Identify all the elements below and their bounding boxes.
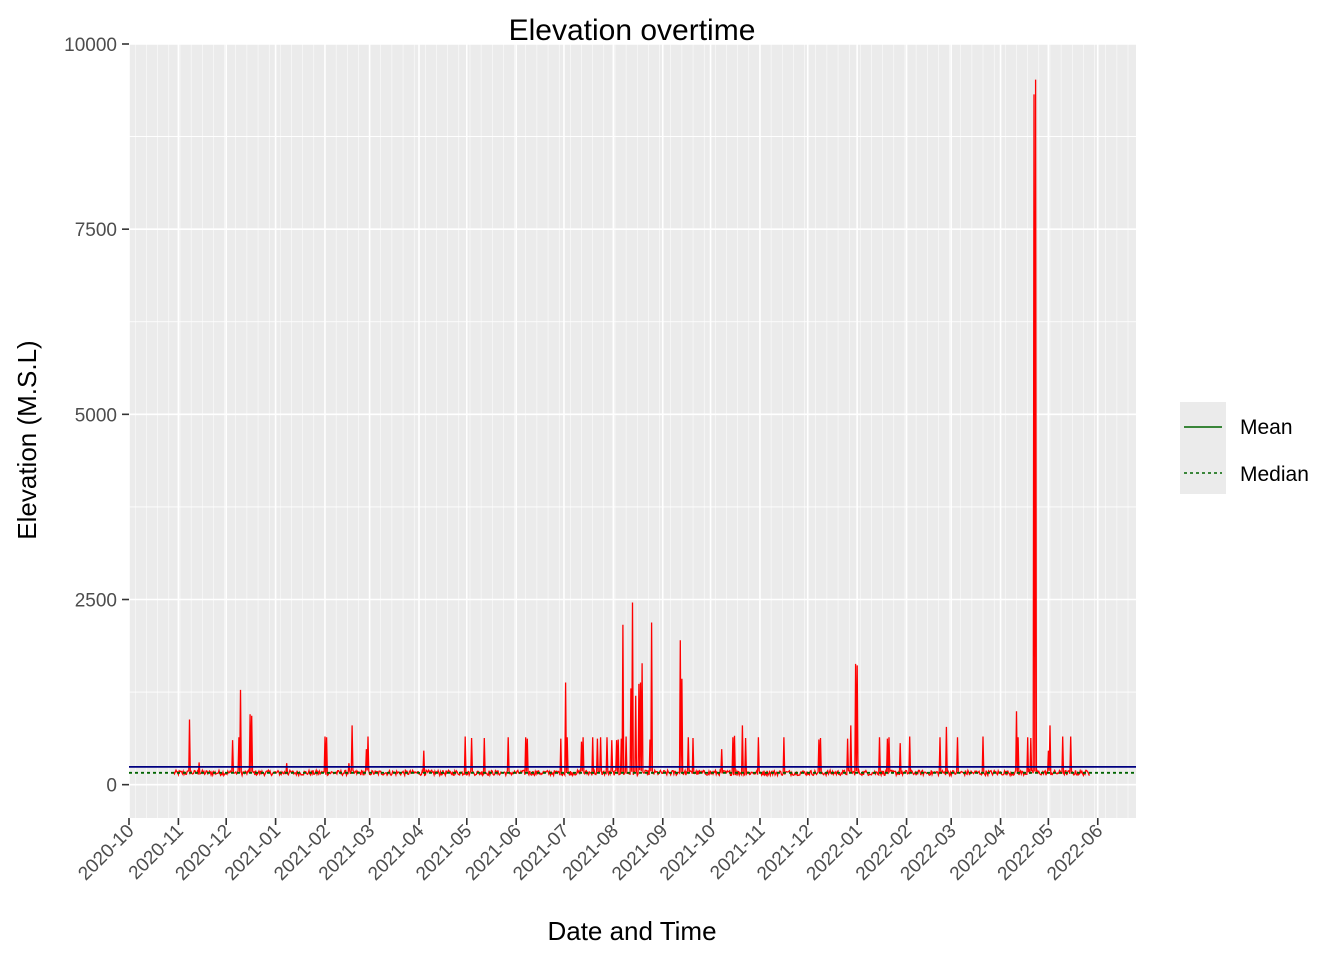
y-tick-label: 0 — [106, 776, 117, 797]
legend-label-mean: Mean — [1240, 416, 1293, 439]
y-tick-label: 5000 — [75, 405, 117, 426]
plot-panel — [128, 43, 1136, 818]
chart-title: Elevation overtime — [509, 14, 756, 47]
legend: Mean Median — [1180, 402, 1309, 494]
legend-label-median: Median — [1240, 463, 1309, 486]
y-tick-label: 7500 — [75, 220, 117, 241]
x-axis-label: Date and Time — [547, 916, 716, 946]
y-tick-label: 10000 — [64, 35, 117, 56]
y-axis-label: Elevation (M.S.L) — [12, 340, 42, 539]
y-tick-label: 2500 — [75, 591, 117, 612]
legend-key-background — [1180, 402, 1226, 494]
series-line-elevation — [173, 79, 1090, 778]
